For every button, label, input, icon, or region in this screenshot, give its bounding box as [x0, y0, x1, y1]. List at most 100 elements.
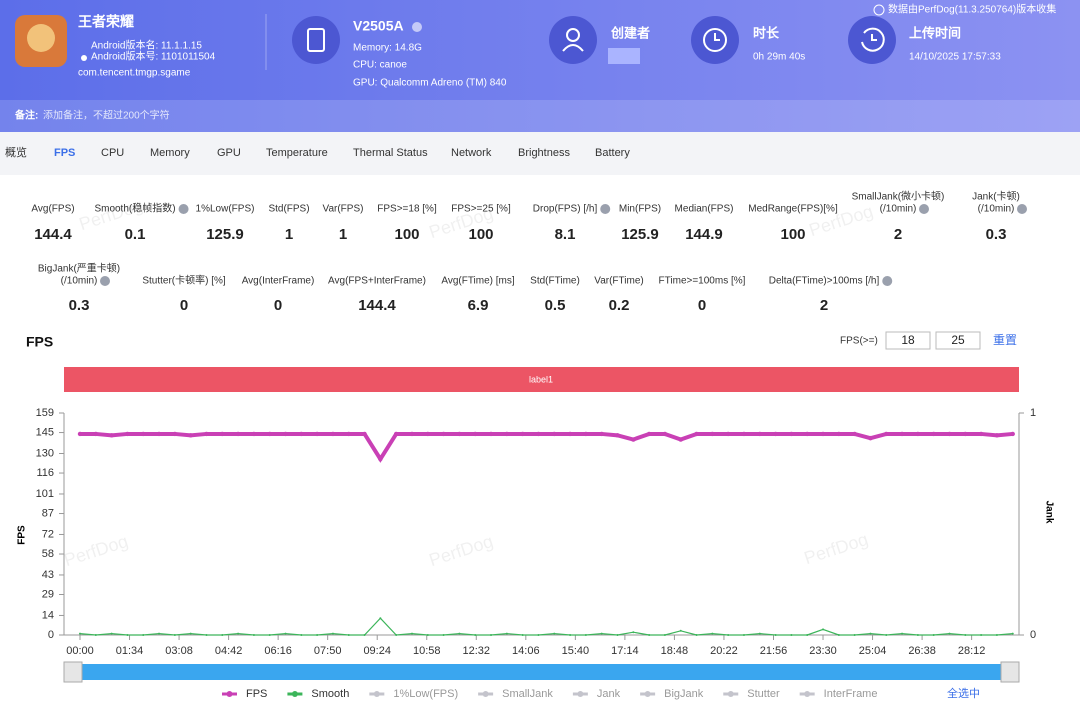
tab[interactable]: Temperature	[266, 147, 328, 159]
data-point	[378, 456, 383, 462]
tab[interactable]: GPU	[217, 147, 241, 159]
stat-value: 0.2	[609, 297, 630, 314]
data-point	[584, 634, 587, 636]
stat-label: Delta(FTime)>100ms [/h]	[769, 276, 880, 287]
data-point	[789, 431, 794, 437]
data-point	[648, 634, 651, 636]
legend-label[interactable]: Smooth	[311, 688, 349, 700]
data-point	[94, 634, 97, 636]
help-icon[interactable]	[600, 204, 611, 214]
stat-value: 144.4	[358, 297, 396, 314]
help-icon[interactable]	[100, 276, 110, 286]
legend-label[interactable]: FPS	[246, 688, 267, 700]
stat-label: Avg(FPS)	[31, 204, 74, 215]
header-bg	[0, 0, 1080, 132]
y-tick-label: 116	[36, 467, 54, 479]
data-point	[425, 431, 430, 437]
threshold-input[interactable]	[885, 331, 931, 350]
stat-label: Drop(FPS) [/h]	[533, 204, 598, 215]
stat-value: 100	[468, 226, 493, 243]
select-all[interactable]: 全选中	[947, 686, 980, 700]
data-point	[125, 431, 130, 437]
data-point	[393, 431, 399, 437]
range-track[interactable]	[64, 664, 1019, 680]
legend-label[interactable]: InterFrame	[824, 688, 878, 700]
data-point	[379, 617, 382, 620]
data-point	[869, 632, 872, 635]
data-point	[646, 431, 652, 437]
help-icon[interactable]	[178, 204, 189, 214]
data-point	[899, 431, 905, 437]
tab[interactable]: Network	[451, 147, 492, 159]
data-point	[473, 431, 478, 437]
legend-label[interactable]: Jank	[597, 688, 621, 700]
data-point	[314, 431, 320, 437]
stat-value: 2	[894, 226, 902, 243]
stat-value: 125.9	[206, 226, 244, 243]
range-handle[interactable]	[1000, 661, 1020, 683]
legend-label[interactable]: SmallJank	[502, 688, 553, 700]
data-point	[173, 634, 176, 636]
chart-title: FPS	[26, 334, 53, 350]
note-input[interactable]: 添加备注，不超过200个字符	[43, 109, 170, 122]
note-bar	[0, 100, 1080, 132]
tab[interactable]: Thermal Status	[353, 147, 428, 159]
y-tick-label: 101	[36, 488, 54, 500]
data-point	[474, 634, 477, 636]
x-tick-label: 20:22	[710, 645, 738, 657]
data-point	[300, 634, 303, 636]
stat-value: 0.3	[69, 297, 90, 314]
data-point	[822, 628, 825, 631]
legend-dot	[226, 691, 233, 697]
tab[interactable]: Battery	[595, 147, 630, 159]
data-point	[820, 431, 826, 437]
upload-time: 14/10/2025 17:57:33	[909, 52, 1001, 63]
x-tick-label: 17:14	[611, 645, 639, 657]
data-point	[725, 431, 731, 437]
tab[interactable]: 概览	[5, 145, 27, 159]
reset-button[interactable]: 重置	[993, 333, 1017, 347]
data-point	[727, 634, 730, 636]
stat-label: 1%Low(FPS)	[196, 204, 255, 215]
data-point	[932, 634, 935, 636]
x-tick-label: 04:42	[215, 645, 243, 657]
data-point	[600, 632, 603, 635]
data-point	[283, 431, 288, 437]
stat-value: 0	[180, 297, 188, 314]
creator-avatar	[608, 48, 640, 64]
y2-tick-label: 1	[1030, 407, 1036, 419]
series-line	[79, 617, 1013, 636]
legend-label[interactable]: 1%Low(FPS)	[393, 688, 458, 700]
data-point	[252, 634, 255, 636]
memory: Memory: 14.8G	[353, 43, 422, 54]
tab[interactable]: CPU	[101, 147, 124, 159]
note-label: 备注:	[14, 109, 38, 122]
help-icon[interactable]	[919, 204, 929, 214]
data-point	[711, 632, 714, 635]
data-point	[963, 431, 968, 437]
tab[interactable]: FPS	[54, 147, 75, 159]
stat-label: Median(FPS)	[675, 204, 734, 215]
stat-value: 0.1	[125, 226, 146, 243]
app-icon-face	[27, 24, 55, 52]
help-icon[interactable]	[1017, 204, 1027, 214]
data-point	[884, 431, 889, 437]
data-point	[221, 634, 224, 636]
data-point	[616, 634, 619, 636]
x-tick-label: 09:24	[363, 645, 391, 657]
data-point	[615, 433, 620, 438]
legend-label[interactable]: Stutter	[747, 688, 780, 700]
y-tick-label: 58	[42, 548, 54, 560]
legend-label[interactable]: BigJank	[664, 688, 704, 700]
data-point	[126, 634, 129, 636]
data-point	[172, 431, 178, 437]
threshold-input[interactable]	[935, 331, 981, 350]
data-point	[852, 431, 857, 437]
tab[interactable]: Brightness	[518, 147, 570, 159]
data-point	[885, 634, 888, 636]
tab[interactable]: Memory	[150, 147, 190, 159]
help-icon[interactable]	[882, 276, 893, 286]
range-handle[interactable]	[63, 661, 83, 683]
data-point	[632, 631, 635, 634]
